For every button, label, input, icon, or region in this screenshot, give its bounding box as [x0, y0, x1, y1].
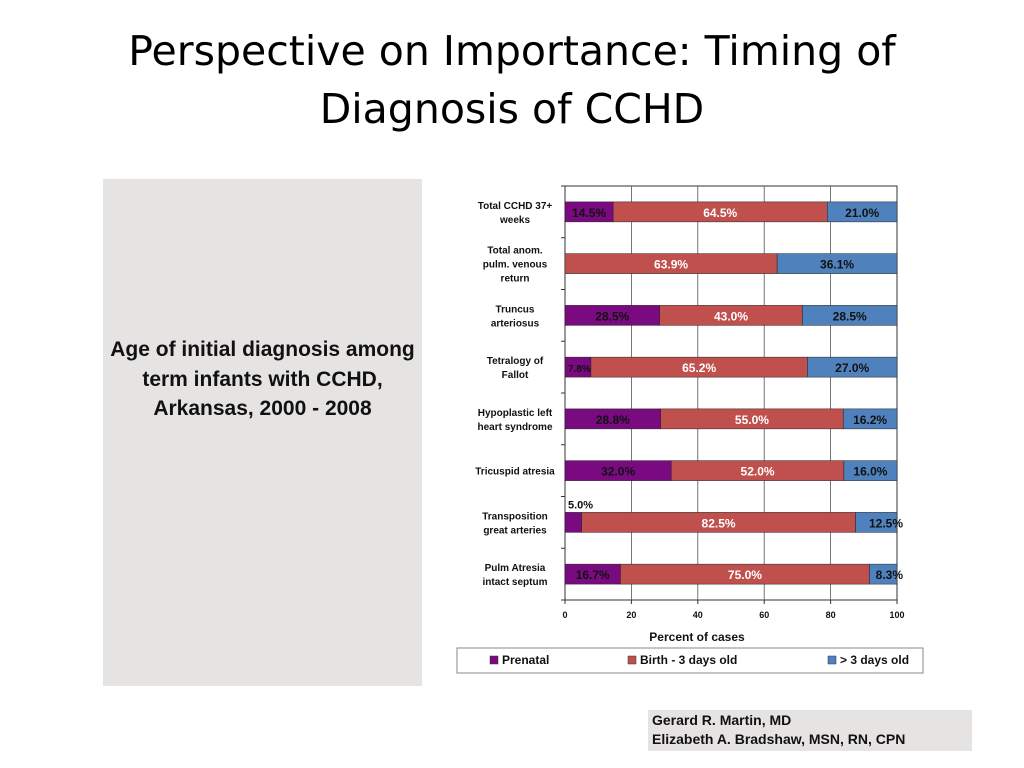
- credit-line-2: Elizabeth A. Bradshaw, MSN, RN, CPN: [652, 731, 906, 747]
- data-label: 75.0%: [728, 568, 762, 582]
- data-label: 12.5%: [869, 516, 903, 530]
- slide-title: Perspective on Importance: Timing of Dia…: [128, 27, 896, 133]
- data-label: 36.1%: [820, 258, 854, 272]
- bar-segment: [842, 408, 898, 430]
- x-tick-label: 20: [626, 610, 636, 620]
- bar-segment: [802, 305, 898, 326]
- chart-bars: [564, 201, 898, 585]
- data-label: 28.5%: [595, 309, 629, 323]
- data-label: 16.0%: [853, 465, 887, 479]
- chart-caption: Age of initial diagnosis among term infa…: [110, 338, 415, 420]
- data-label: 52.0%: [741, 465, 775, 479]
- x-tick-label: 40: [693, 610, 703, 620]
- x-tick-label: 80: [826, 610, 836, 620]
- legend-swatch: [627, 655, 637, 665]
- data-label: 16.7%: [576, 568, 610, 582]
- data-label: 14.5%: [572, 206, 606, 220]
- data-label: 82.5%: [702, 516, 736, 530]
- credit-line-1: Gerard R. Martin, MD: [652, 712, 792, 728]
- bar-segment: [564, 512, 582, 533]
- bar-segment: [807, 356, 898, 378]
- category-label: Transposition great arteries: [482, 511, 548, 536]
- plot-frame: [564, 185, 898, 601]
- data-label: 63.9%: [654, 258, 688, 272]
- data-label: 27.0%: [835, 361, 869, 375]
- category-label: Tetralogy of Fallot: [487, 356, 544, 381]
- category-labels: Total CCHD 37+ weeks Total anom. pulm. veno…: [475, 201, 555, 588]
- bar-segment: [855, 512, 898, 533]
- data-label: 16.2%: [853, 413, 887, 427]
- legend-label: Prenatal: [502, 653, 549, 667]
- data-label: 65.2%: [682, 361, 716, 375]
- x-tick-label: 60: [759, 610, 769, 620]
- chart-grid: [564, 185, 898, 601]
- x-axis-label: Percent of cases: [649, 630, 745, 644]
- bar-segment: [827, 201, 898, 223]
- bar-segment: [843, 460, 898, 481]
- category-label: Total anom. pulm. venous return: [483, 246, 548, 285]
- caption-panel: Age of initial diagnosis among term infa…: [103, 179, 422, 686]
- bar-segment: [776, 253, 898, 274]
- data-label: 43.0%: [714, 309, 748, 323]
- legend-label: > 3 days old: [840, 653, 909, 667]
- x-axis: 0 20 40 60 80 100: [561, 185, 905, 620]
- bar-segment: [869, 563, 898, 585]
- x-tick-label: 100: [889, 610, 904, 620]
- bar-value-labels: 14.5% 64.5% 21.0% 63.9% 36.1% 28.5% 43.0% 28.5%…: [568, 206, 903, 582]
- category-label: Pulm Atresia intact septum: [482, 563, 547, 588]
- category-label: Total CCHD 37+ weeks: [478, 201, 553, 226]
- x-tick-label: 0: [562, 610, 567, 620]
- data-label: 5.0%: [568, 499, 593, 511]
- author-credit: Gerard R. Martin, MD Elizabeth A. Bradsh…: [648, 710, 972, 751]
- legend-label: Birth - 3 days old: [640, 653, 737, 667]
- data-label: 8.3%: [876, 568, 904, 582]
- data-label: 28.5%: [833, 309, 867, 323]
- data-label: 32.0%: [601, 465, 635, 479]
- category-label: Truncus arteriosus: [491, 304, 540, 329]
- data-label: 28.8%: [596, 413, 630, 427]
- legend-swatch: [489, 655, 499, 665]
- category-label: Tricuspid atresia: [475, 467, 555, 478]
- data-label: 7.8%: [568, 364, 591, 375]
- stacked-bar-chart: Total CCHD 37+ weeks Total anom. pulm. veno…: [456, 185, 924, 674]
- data-label: 64.5%: [703, 206, 737, 220]
- legend-swatch: [827, 655, 837, 665]
- data-label: 21.0%: [845, 206, 879, 220]
- legend-box: [456, 647, 924, 674]
- category-label: Hypoplastic left heart syndrome: [477, 408, 552, 433]
- chart-legend: Prenatal Birth - 3 days old > 3 days old: [456, 647, 924, 674]
- data-label: 55.0%: [735, 413, 769, 427]
